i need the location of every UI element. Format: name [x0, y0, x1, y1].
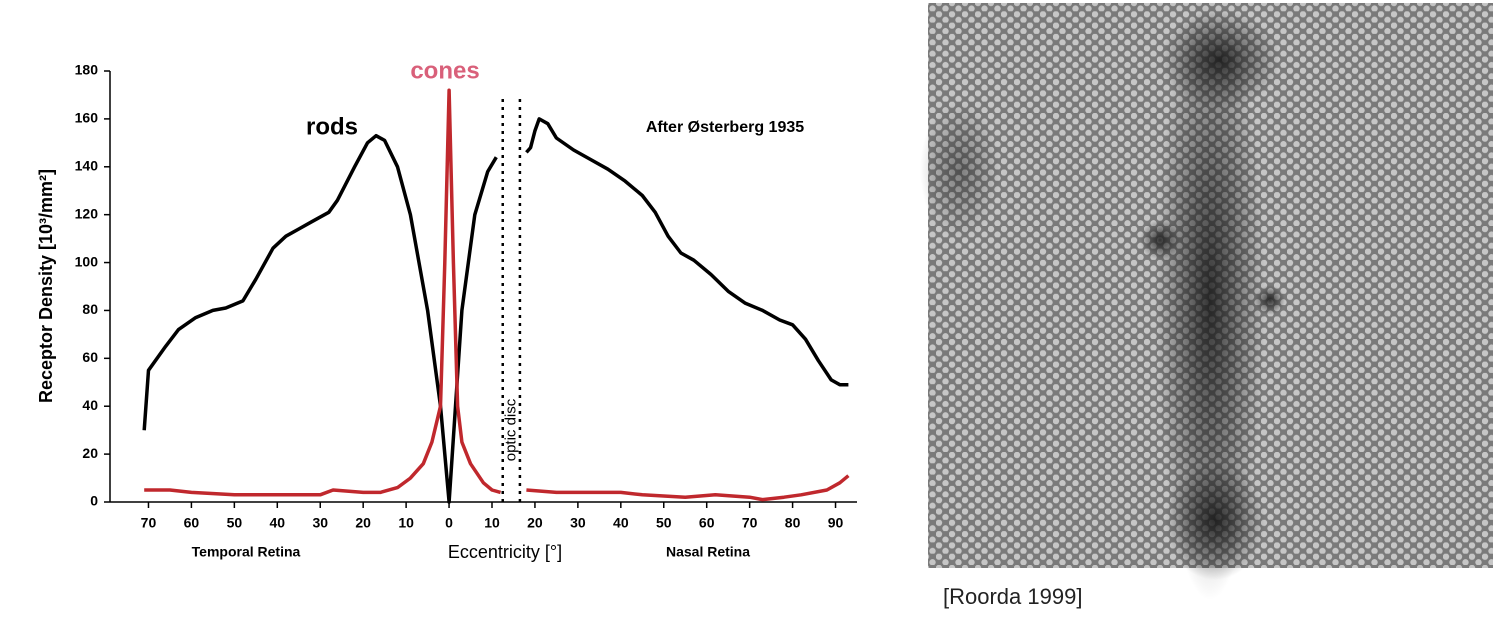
- image-caption: [Roorda 1999]: [943, 584, 1082, 609]
- series-line: [142, 117, 849, 504]
- x-tick-label: 60: [184, 515, 200, 531]
- y-tick-label: 140: [75, 157, 99, 173]
- x-tick-label: 90: [828, 515, 844, 531]
- y-tick-label: 120: [75, 205, 99, 221]
- x-tick-label: 80: [785, 515, 801, 531]
- x-tick-label: 60: [699, 515, 715, 531]
- x-tick-label: 10: [398, 515, 414, 531]
- annotation: optic disc: [502, 398, 519, 461]
- series-label: rods: [306, 113, 358, 140]
- series-label: cones: [410, 57, 479, 84]
- y-tick-label: 40: [82, 397, 98, 413]
- x-tick-label: 70: [742, 515, 758, 531]
- y-tick-label: 80: [82, 301, 98, 317]
- x-tick-label: 20: [355, 515, 371, 531]
- x-tick-label: 10: [484, 515, 500, 531]
- y-tick-label: 20: [82, 445, 98, 461]
- x-tick-label: 0: [445, 515, 453, 531]
- x-tick-label: 70: [141, 515, 157, 531]
- y-tick-label: 160: [75, 110, 99, 126]
- annotation: Nasal Retina: [666, 544, 750, 560]
- x-tick-label: 40: [613, 515, 629, 531]
- y-tick-label: 100: [75, 253, 99, 269]
- y-tick-label: 180: [75, 62, 99, 78]
- annotation: After Østerberg 1935: [646, 119, 804, 136]
- series-line: [144, 88, 850, 502]
- x-tick-label: 30: [570, 515, 586, 531]
- x-tick-label: 40: [270, 515, 286, 531]
- x-tick-label: 50: [656, 515, 672, 531]
- photo: [920, 0, 1493, 600]
- y-tick-label: 60: [82, 349, 98, 365]
- y-tick-label: 0: [90, 493, 98, 509]
- x-tick-label: 20: [527, 515, 543, 531]
- x-tick-label: 30: [312, 515, 328, 531]
- x-tick-label: 50: [227, 515, 243, 531]
- x-axis-label: Eccentricity [°]: [448, 542, 562, 562]
- annotation: Temporal Retina: [192, 544, 301, 560]
- y-axis-label: Receptor Density [10³/mm²]: [36, 169, 56, 403]
